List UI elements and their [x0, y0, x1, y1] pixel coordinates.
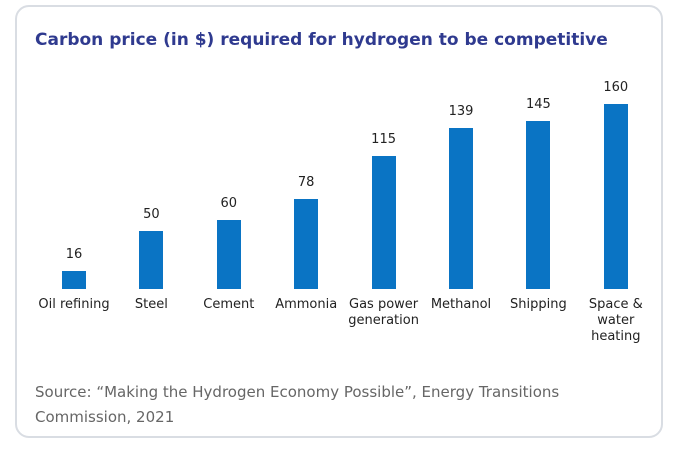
- bar: [449, 128, 473, 289]
- x-tick-label: Methanol: [430, 297, 492, 312]
- data-label: 78: [297, 174, 315, 190]
- data-label: 60: [220, 195, 238, 211]
- bar: [62, 270, 86, 289]
- source-note: Source: “Making the Hydrogen Economy Pos…: [35, 383, 560, 426]
- bar: [294, 198, 319, 289]
- data-label: 115: [371, 132, 396, 148]
- bar: [526, 121, 551, 289]
- data-label: 145: [525, 97, 551, 113]
- data-label: 160: [603, 80, 629, 95]
- x-tick-label: Oil refining: [38, 297, 110, 312]
- data-label: 16: [65, 246, 83, 262]
- x-tick-label: Gas power generation: [348, 297, 419, 328]
- data-label: 139: [448, 104, 474, 120]
- bar: [139, 231, 164, 289]
- x-tick-label: Ammonia: [275, 297, 338, 312]
- card: [15, 5, 663, 438]
- chart-title: Carbon price (in $) required for hydroge…: [35, 30, 608, 50]
- bar: [216, 219, 241, 289]
- x-tick-label: Shipping: [510, 297, 567, 312]
- x-tick-label: Cement: [203, 297, 255, 312]
- data-label: 50: [143, 207, 160, 223]
- x-tick-label: Space & water heating: [588, 297, 643, 344]
- x-tick-label: Steel: [134, 297, 168, 312]
- bar: [371, 156, 396, 289]
- bar: [603, 104, 628, 289]
